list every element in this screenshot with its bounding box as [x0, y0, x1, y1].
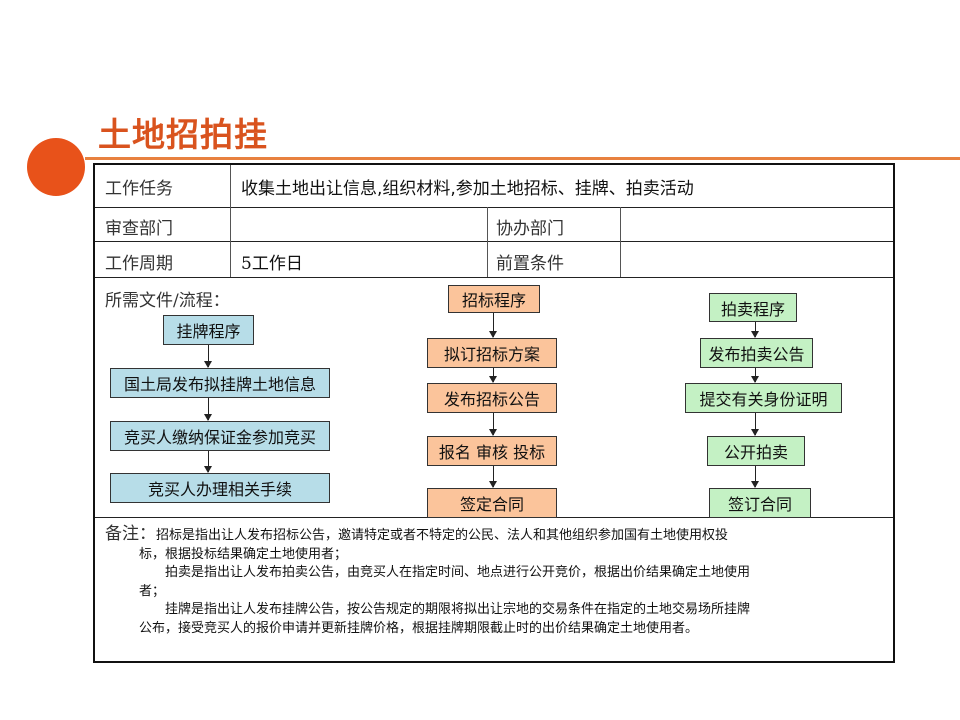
docs-label: 所需文件/流程：	[105, 291, 230, 311]
arrow-icon	[204, 451, 212, 473]
work-table: 工作任务 收集土地出让信息,组织材料,参加土地招标、挂牌、拍卖活动 审查部门 协…	[93, 163, 895, 663]
task-value: 收集土地出让信息,组织材料,参加土地招标、挂牌、拍卖活动	[241, 179, 694, 199]
notes: 备注：招标是指出让人发布招标公告，邀请特定或者不特定的公民、法人和其他组织参加国…	[105, 525, 885, 638]
note-listing: 挂牌是指出让人发布挂牌公告，按公告规定的期限将拟出让宗地的交易条件在指定的土地交…	[165, 602, 751, 617]
cycle-value: 5工作日	[241, 254, 303, 274]
note-auction: 拍卖是指出让人发布拍卖公告，由竞买人在指定时间、地点进行公开竞价，根据出价结果确…	[165, 565, 751, 580]
arrow-icon	[489, 368, 497, 383]
flow-tender-step: 招标程序	[448, 285, 540, 313]
arrow-icon	[489, 313, 497, 338]
flow-listing-step: 国土局发布拟挂牌土地信息	[110, 368, 330, 398]
decorative-circle	[27, 138, 85, 196]
note-tender-cont: 标，根据投标结果确定土地使用者；	[139, 546, 348, 562]
flow-tender-step: 拟订招标方案	[427, 338, 557, 368]
arrow-icon	[204, 345, 212, 368]
divider	[620, 207, 621, 277]
flow-auction-step: 拍卖程序	[709, 293, 797, 322]
flow-auction-step: 签订合同	[709, 488, 811, 518]
arrow-icon	[751, 413, 759, 436]
review-label: 审查部门	[105, 219, 173, 239]
divider	[95, 207, 893, 208]
flow-listing-step: 竞买人缴纳保证金参加竞买	[110, 421, 330, 451]
flow-listing-step: 竞买人办理相关手续	[110, 473, 330, 503]
flow-tender-step: 报名 审核 投标	[427, 436, 557, 466]
cycle-label: 工作周期	[105, 254, 173, 274]
divider	[487, 207, 488, 277]
task-label: 工作任务	[105, 179, 173, 199]
page-title: 土地招拍挂	[98, 115, 268, 154]
arrow-icon	[751, 322, 759, 338]
flow-listing-step: 挂牌程序	[163, 315, 254, 345]
arrow-icon	[489, 413, 497, 436]
divider	[95, 241, 893, 242]
flow-auction-step: 提交有关身份证明	[685, 383, 842, 413]
flow-tender-step: 发布招标公告	[427, 383, 557, 413]
notes-label: 备注：	[105, 524, 156, 544]
arrow-icon	[751, 368, 759, 383]
flow-tender-step: 签定合同	[427, 488, 557, 518]
note-tender: 招标是指出让人发布招标公告，邀请特定或者不特定的公民、法人和其他组织参加国有土地…	[156, 528, 729, 543]
assist-label: 协办部门	[496, 219, 564, 239]
divider	[95, 277, 893, 278]
flow-auction-step: 发布拍卖公告	[700, 338, 813, 368]
note-listing-cont: 公布，接受竞买人的报价申请并更新挂牌价格，根据挂牌期限截止时的出价结果确定土地使…	[139, 620, 699, 636]
arrow-icon	[751, 466, 759, 488]
precond-label: 前置条件	[496, 254, 564, 274]
divider	[230, 165, 231, 277]
note-auction-cont: 者；	[139, 583, 166, 599]
title-rule	[85, 157, 960, 160]
flow-auction-step: 公开拍卖	[707, 436, 805, 466]
arrow-icon	[204, 398, 212, 421]
arrow-icon	[489, 466, 497, 488]
